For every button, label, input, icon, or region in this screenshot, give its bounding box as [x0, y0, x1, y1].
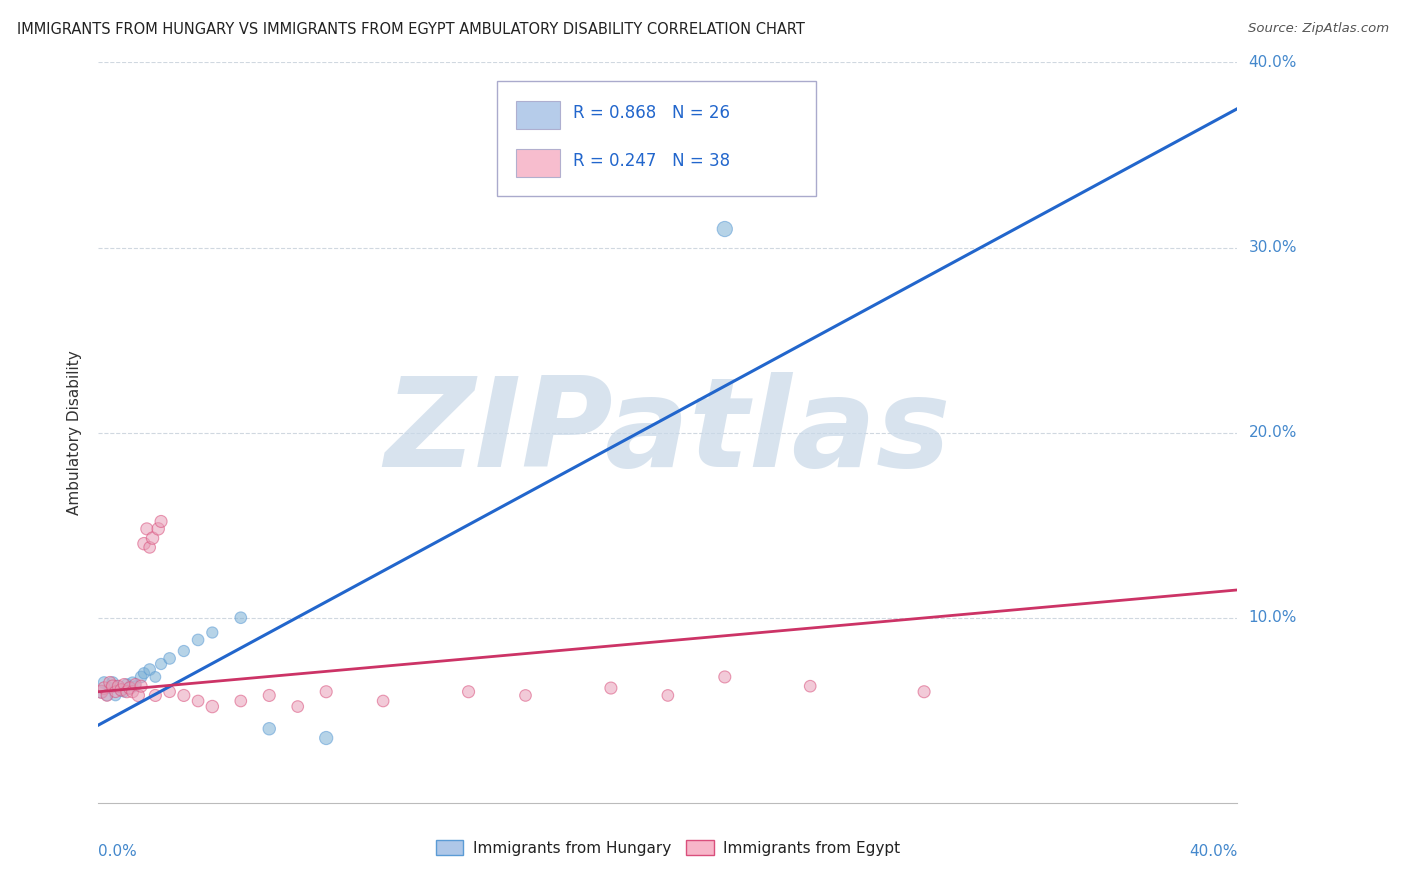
- Point: [187, 632, 209, 647]
- Point: [107, 679, 129, 693]
- Point: [96, 689, 118, 703]
- Point: [90, 685, 112, 699]
- Point: [110, 682, 132, 697]
- Point: [229, 610, 252, 624]
- Point: [315, 685, 337, 699]
- Point: [129, 670, 152, 684]
- Point: [138, 541, 160, 555]
- Point: [121, 685, 143, 699]
- Point: [912, 685, 935, 699]
- Point: [110, 682, 132, 697]
- Point: [145, 689, 167, 703]
- Point: [118, 681, 141, 695]
- Point: [138, 663, 160, 677]
- Point: [101, 679, 124, 693]
- FancyBboxPatch shape: [498, 81, 815, 195]
- Text: R = 0.247   N = 38: R = 0.247 N = 38: [574, 152, 731, 169]
- Text: IMMIGRANTS FROM HUNGARY VS IMMIGRANTS FROM EGYPT AMBULATORY DISABILITY CORRELATI: IMMIGRANTS FROM HUNGARY VS IMMIGRANTS FR…: [17, 22, 804, 37]
- Point: [93, 681, 115, 695]
- Point: [373, 694, 395, 708]
- Text: 0.0%: 0.0%: [98, 844, 138, 858]
- Text: 30.0%: 30.0%: [1249, 240, 1296, 255]
- Point: [107, 679, 129, 693]
- FancyBboxPatch shape: [516, 149, 560, 178]
- Point: [287, 699, 309, 714]
- Point: [159, 651, 181, 665]
- Point: [148, 522, 170, 536]
- Point: [145, 670, 167, 684]
- Point: [141, 531, 163, 545]
- Point: [315, 731, 337, 745]
- Text: 20.0%: 20.0%: [1249, 425, 1296, 440]
- Text: R = 0.868   N = 26: R = 0.868 N = 26: [574, 103, 730, 122]
- Point: [93, 675, 115, 690]
- Point: [90, 685, 112, 699]
- Point: [600, 681, 623, 695]
- Point: [135, 522, 157, 536]
- Point: [112, 677, 135, 691]
- Text: ZIPatlas: ZIPatlas: [385, 372, 950, 493]
- Y-axis label: Ambulatory Disability: Ambulatory Disability: [67, 351, 83, 515]
- Point: [118, 681, 141, 695]
- Point: [132, 666, 155, 681]
- Point: [124, 679, 146, 693]
- Point: [150, 515, 173, 529]
- Text: 10.0%: 10.0%: [1249, 610, 1296, 625]
- Point: [124, 677, 146, 691]
- Point: [115, 685, 138, 699]
- Point: [259, 689, 281, 703]
- Point: [96, 689, 118, 703]
- Point: [150, 657, 173, 671]
- Point: [121, 675, 143, 690]
- Point: [457, 685, 479, 699]
- Point: [101, 675, 124, 690]
- Point: [129, 679, 152, 693]
- Text: Source: ZipAtlas.com: Source: ZipAtlas.com: [1249, 22, 1389, 36]
- Point: [799, 679, 821, 693]
- Point: [229, 694, 252, 708]
- Legend: Immigrants from Hungary, Immigrants from Egypt: Immigrants from Hungary, Immigrants from…: [430, 834, 905, 862]
- Point: [714, 670, 737, 684]
- Point: [132, 536, 155, 550]
- Point: [201, 699, 224, 714]
- Point: [104, 689, 127, 703]
- Point: [115, 677, 138, 691]
- Point: [98, 681, 121, 695]
- Point: [112, 685, 135, 699]
- FancyBboxPatch shape: [516, 101, 560, 129]
- Text: 40.0%: 40.0%: [1249, 55, 1296, 70]
- Point: [159, 685, 181, 699]
- Point: [259, 722, 281, 736]
- Point: [201, 625, 224, 640]
- Point: [173, 644, 195, 658]
- Point: [714, 222, 737, 236]
- Point: [187, 694, 209, 708]
- Point: [127, 689, 149, 703]
- Point: [173, 689, 195, 703]
- Point: [657, 689, 679, 703]
- Point: [98, 675, 121, 690]
- Point: [515, 689, 537, 703]
- Point: [104, 685, 127, 699]
- Text: 40.0%: 40.0%: [1189, 844, 1237, 858]
